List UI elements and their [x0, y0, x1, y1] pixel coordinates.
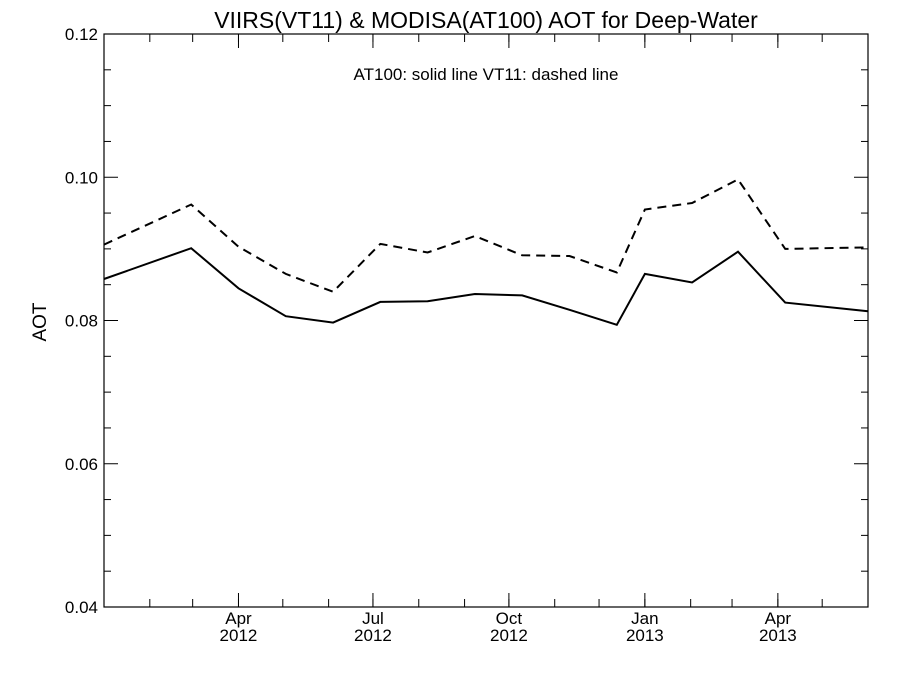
y-tick-label: 0.04: [65, 598, 98, 617]
line-style-legend: AT100: solid line VT11: dashed line: [354, 65, 619, 84]
x-tick-month-label: Jul: [362, 609, 384, 628]
x-tick-month-label: Oct: [496, 609, 523, 628]
y-axis-label: AOT: [30, 302, 51, 341]
x-tick-month-label: Jan: [631, 609, 658, 628]
x-tick-year-label: 2012: [490, 626, 528, 645]
series-line-vt11: [103, 178, 869, 293]
x-tick-year-label: 2012: [220, 626, 258, 645]
x-tick-year-label: 2012: [354, 626, 392, 645]
x-tick-month-label: Apr: [225, 609, 252, 628]
series-line-at100: [103, 247, 869, 327]
y-tick-label: 0.10: [65, 168, 98, 187]
y-axis-ticks: 0.04 0.06 0.08 0.10 0.12: [65, 25, 868, 617]
plot-frame: [103, 33, 869, 608]
y-tick-label: 0.12: [65, 25, 98, 44]
x-tick-year-label: 2013: [759, 626, 797, 645]
y-tick-label: 0.08: [65, 312, 98, 331]
x-tick-year-label: 2013: [626, 626, 664, 645]
y-tick-label: 0.06: [65, 455, 98, 474]
chart-title: VIIRS(VT11) & MODISA(AT100) AOT for Deep…: [214, 7, 758, 33]
x-tick-month-label: Apr: [765, 609, 792, 628]
series-layer: [103, 178, 869, 327]
